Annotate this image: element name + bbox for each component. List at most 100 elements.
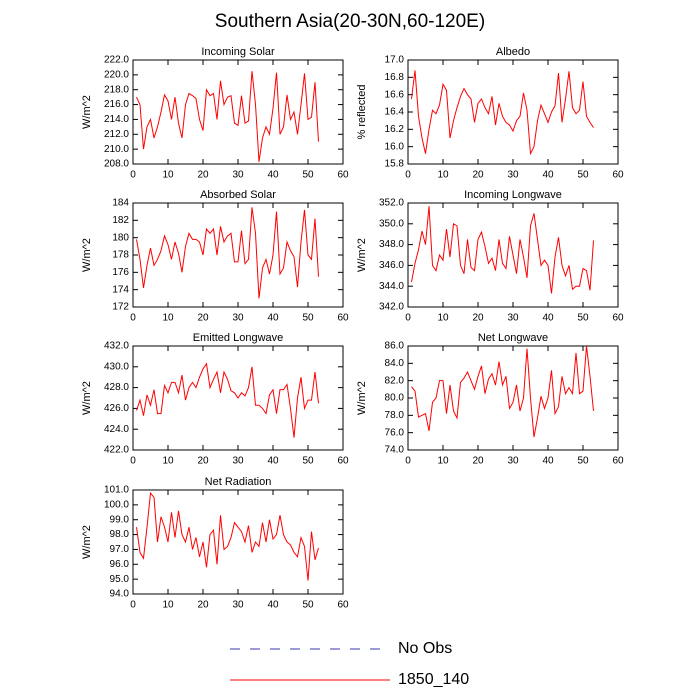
y-tick-label: 178 [112, 250, 129, 261]
y-tick-label: 98.0 [110, 529, 130, 540]
x-tick-label: 60 [612, 313, 624, 324]
data-line [411, 70, 594, 156]
y-tick-label: 94.0 [110, 589, 130, 600]
y-tick-label: 84.0 [385, 358, 405, 369]
y-tick-label: 99.0 [110, 514, 130, 525]
x-tick-label: 0 [130, 600, 136, 611]
y-tick-label: 76.0 [385, 427, 405, 438]
y-tick-label: 74.0 [385, 445, 405, 456]
x-tick-label: 0 [130, 456, 136, 467]
y-tick-label: 16.4 [385, 107, 405, 118]
y-axis-label: W/m^2 [81, 95, 93, 129]
x-tick-label: 20 [197, 456, 209, 467]
plot-frame [132, 59, 344, 165]
x-tick-label: 50 [577, 170, 589, 181]
y-tick-label: 100.0 [104, 499, 129, 510]
y-tick-label: 214.0 [104, 114, 129, 125]
panel-title: Albedo [496, 46, 530, 58]
x-tick-label: 60 [337, 600, 349, 611]
y-tick-label: 422.0 [104, 445, 129, 456]
y-tick-label: 216.0 [104, 99, 129, 110]
x-tick-label: 0 [130, 313, 136, 324]
y-axis-label: W/m^2 [356, 381, 368, 415]
x-tick-label: 50 [577, 313, 589, 324]
x-tick-label: 30 [232, 456, 244, 467]
x-tick-label: 40 [542, 456, 554, 467]
x-tick-label: 30 [232, 600, 244, 611]
x-tick-label: 10 [162, 313, 174, 324]
x-tick-label: 30 [507, 313, 519, 324]
panel-title: Incoming Longwave [464, 189, 562, 201]
y-tick-label: 174 [112, 284, 129, 295]
plot-frame [132, 489, 344, 595]
data-line [136, 362, 319, 438]
plot-frame [407, 345, 619, 451]
y-tick-label: 101.0 [104, 485, 129, 496]
data-line [411, 345, 594, 438]
y-tick-label: 15.8 [385, 159, 405, 170]
x-tick-label: 40 [267, 170, 279, 181]
y-tick-label: 350.0 [379, 218, 404, 229]
x-tick-label: 20 [197, 600, 209, 611]
x-tick-label: 0 [405, 313, 411, 324]
panel-title: Emitted Longwave [193, 332, 284, 344]
x-tick-label: 50 [302, 170, 314, 181]
y-tick-label: 82.0 [385, 375, 405, 386]
legend-label: No Obs [398, 640, 452, 657]
y-tick-label: 16.2 [385, 124, 405, 135]
x-tick-label: 10 [162, 456, 174, 467]
y-tick-label: 172 [112, 302, 129, 313]
y-tick-label: 80.0 [385, 393, 405, 404]
y-tick-label: 424.0 [104, 424, 129, 435]
x-tick-label: 10 [437, 456, 449, 467]
x-tick-label: 0 [405, 170, 411, 181]
y-tick-label: 16.6 [385, 89, 405, 100]
y-tick-label: 180 [112, 232, 129, 243]
data-line [136, 491, 319, 581]
x-tick-label: 40 [267, 456, 279, 467]
y-tick-label: 428.0 [104, 382, 129, 393]
x-tick-label: 40 [267, 600, 279, 611]
y-tick-label: 348.0 [379, 239, 404, 250]
figure-title: Southern Asia(20-30N,60-120E) [215, 11, 485, 32]
x-tick-label: 0 [130, 170, 136, 181]
x-tick-label: 40 [542, 313, 554, 324]
y-tick-label: 342.0 [379, 302, 404, 313]
y-tick-label: 96.0 [110, 559, 130, 570]
panel-title: Net Radiation [205, 476, 272, 488]
x-tick-label: 50 [302, 600, 314, 611]
x-tick-label: 30 [507, 456, 519, 467]
data-line [136, 71, 319, 162]
y-tick-label: 212.0 [104, 129, 129, 140]
legend-label: 1850_140 [398, 671, 469, 688]
y-tick-label: 208.0 [104, 159, 129, 170]
y-tick-label: 176 [112, 267, 129, 278]
y-tick-label: 184 [112, 198, 129, 209]
y-tick-label: 346.0 [379, 260, 404, 271]
x-tick-label: 20 [472, 456, 484, 467]
y-tick-label: 17.0 [385, 55, 405, 66]
x-tick-label: 40 [267, 313, 279, 324]
y-tick-label: 426.0 [104, 403, 129, 414]
y-axis-label: W/m^2 [81, 238, 93, 272]
x-tick-label: 0 [405, 456, 411, 467]
data-line [136, 207, 319, 299]
y-tick-label: 432.0 [104, 341, 129, 352]
x-tick-label: 30 [232, 170, 244, 181]
x-tick-label: 20 [197, 170, 209, 181]
y-axis-label: % reflected [356, 84, 368, 139]
y-tick-label: 210.0 [104, 144, 129, 155]
y-axis-label: W/m^2 [81, 381, 93, 415]
x-tick-label: 30 [507, 170, 519, 181]
y-tick-label: 95.0 [110, 574, 130, 585]
panel-title: Incoming Solar [201, 46, 275, 58]
y-tick-label: 182 [112, 215, 129, 226]
x-tick-label: 30 [232, 313, 244, 324]
panel-title: Absorbed Solar [200, 189, 276, 201]
y-tick-label: 344.0 [379, 281, 404, 292]
x-tick-label: 60 [612, 456, 624, 467]
y-tick-label: 86.0 [385, 341, 405, 352]
x-tick-label: 20 [472, 313, 484, 324]
y-tick-label: 78.0 [385, 410, 405, 421]
x-tick-label: 10 [162, 600, 174, 611]
